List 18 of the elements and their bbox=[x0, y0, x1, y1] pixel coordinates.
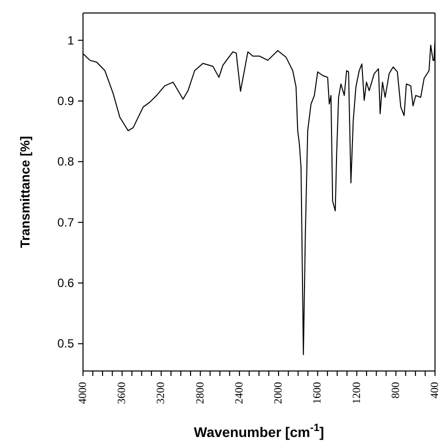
x-tick-label: 3600 bbox=[116, 382, 128, 404]
y-tick-label: 1 bbox=[67, 33, 74, 48]
x-tick-label: 4000 bbox=[77, 382, 89, 404]
y-axis-title: Transmittance [%] bbox=[18, 136, 33, 248]
x-tick-label: 2800 bbox=[194, 382, 206, 404]
x-axis-title: Wavenumber [cm$^{-1}$] bbox=[194, 422, 324, 440]
x-tick-label: 2000 bbox=[272, 382, 285, 404]
x-tick-label: 3200 bbox=[155, 382, 168, 404]
y-tick-label: 0.5 bbox=[57, 336, 74, 351]
y-tick-label: 0.6 bbox=[57, 276, 74, 290]
x-tick-label: 800 bbox=[390, 382, 402, 398]
x-tick-label: 2400 bbox=[233, 382, 246, 404]
x-tick-label: 1200 bbox=[350, 382, 363, 404]
x-tick-label: 1600 bbox=[312, 382, 324, 404]
y-tick-label: 0.8 bbox=[57, 154, 74, 169]
y-tick-label: 0.7 bbox=[57, 215, 74, 230]
y-tick-label: 0.9 bbox=[57, 94, 74, 108]
x-tick-label: 400 bbox=[429, 382, 439, 398]
